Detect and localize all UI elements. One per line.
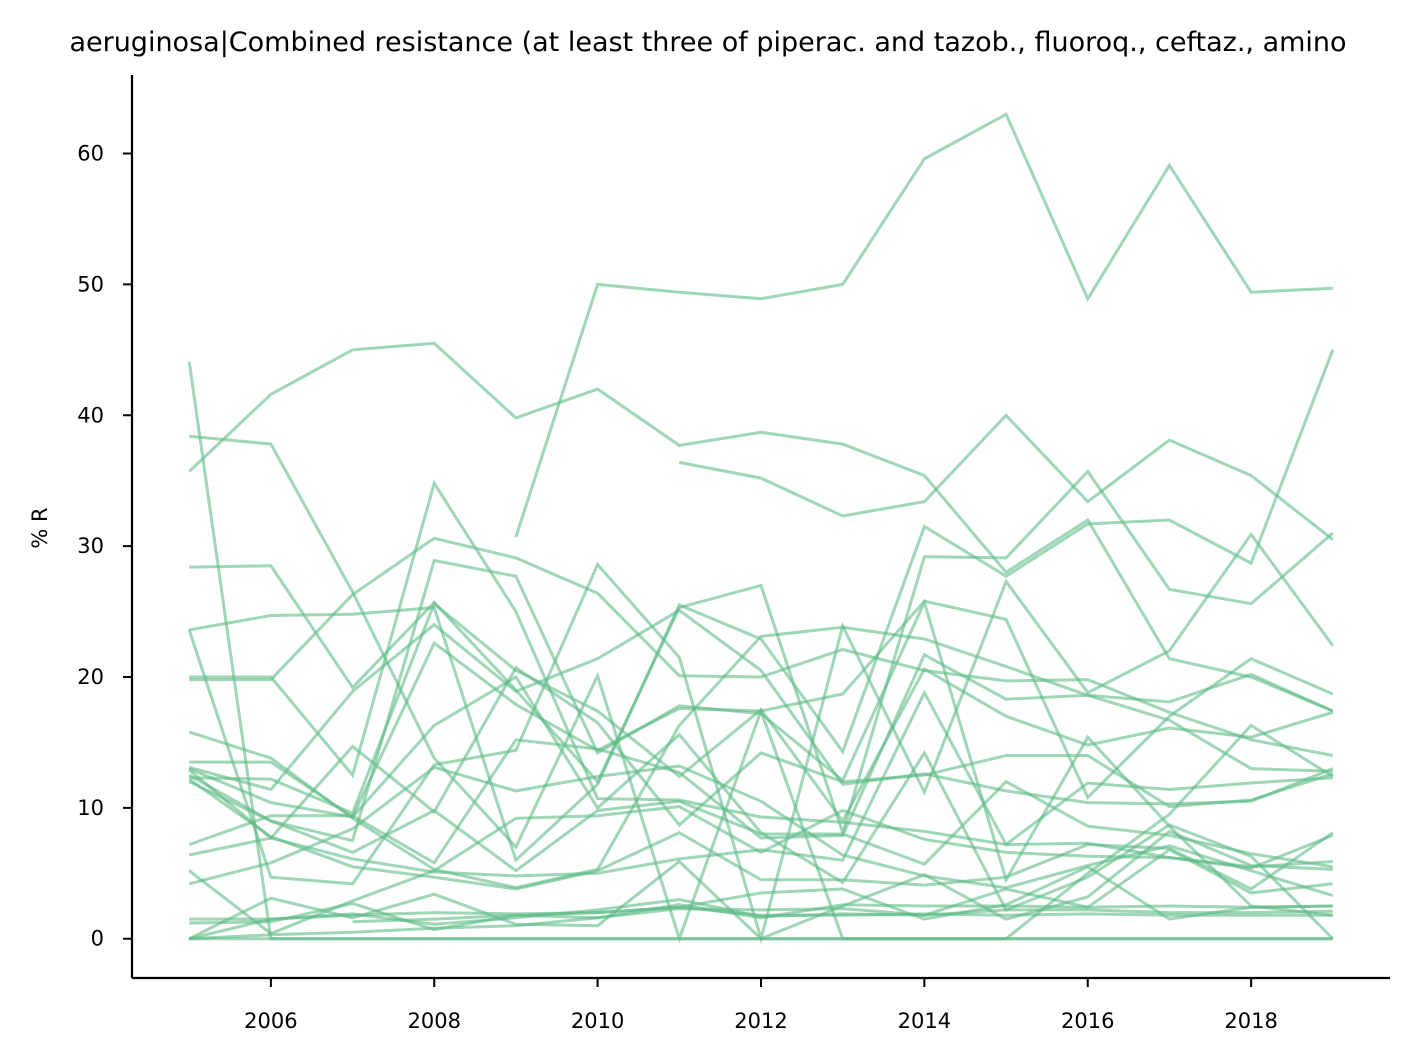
series-line-3 (679, 413, 1334, 541)
series-line-13 (188, 665, 1334, 841)
series-line-16 (188, 608, 1334, 806)
series-line-22 (188, 773, 1334, 873)
x-tick-label-2018: 2018 (1224, 1009, 1277, 1033)
y-tick-label-10: 10 (77, 796, 104, 820)
series-layer (187, 112, 1335, 945)
chart-title: aeruginosa|Combined resistance (at least… (69, 27, 1346, 58)
y-tick-label-0: 0 (91, 927, 104, 951)
series-line-18 (188, 689, 1333, 878)
x-tick-label-2016: 2016 (1061, 1009, 1114, 1033)
x-tick-label-2014: 2014 (898, 1009, 951, 1033)
series-line-8 (187, 531, 1335, 945)
series-line-26 (189, 907, 1333, 941)
series-line-11 (188, 625, 1333, 890)
series-line-30 (188, 847, 1333, 941)
series-line-15 (188, 558, 1333, 917)
x-tick-label-2006: 2006 (244, 1009, 297, 1033)
axes-layer: 0 10 20 30 40 50 60 2006 2008 2010 2012 2014 2016 201… (77, 75, 1390, 1033)
series-line-2 (188, 341, 1334, 713)
series-line-5 (189, 434, 1334, 944)
y-tick-label-40: 40 (77, 403, 104, 427)
series-line-23 (188, 805, 1334, 936)
y-axis-label: % R (28, 507, 52, 548)
x-tick-label-2008: 2008 (408, 1009, 461, 1033)
series-line-9 (189, 536, 1334, 757)
series-line-25 (189, 865, 1333, 932)
y-tick-label-50: 50 (77, 272, 104, 296)
x-tick-label-2010: 2010 (571, 1009, 624, 1033)
y-tick-label-30: 30 (77, 534, 104, 558)
series-line-20 (188, 777, 1334, 891)
y-tick-label-20: 20 (77, 665, 104, 689)
x-tick-label-2012: 2012 (734, 1009, 787, 1033)
series-line-6 (189, 469, 1334, 838)
series-line-1 (514, 112, 1333, 538)
series-line-7 (188, 349, 1335, 863)
y-tick-label-60: 60 (77, 142, 104, 166)
series-line-17 (188, 652, 1334, 865)
